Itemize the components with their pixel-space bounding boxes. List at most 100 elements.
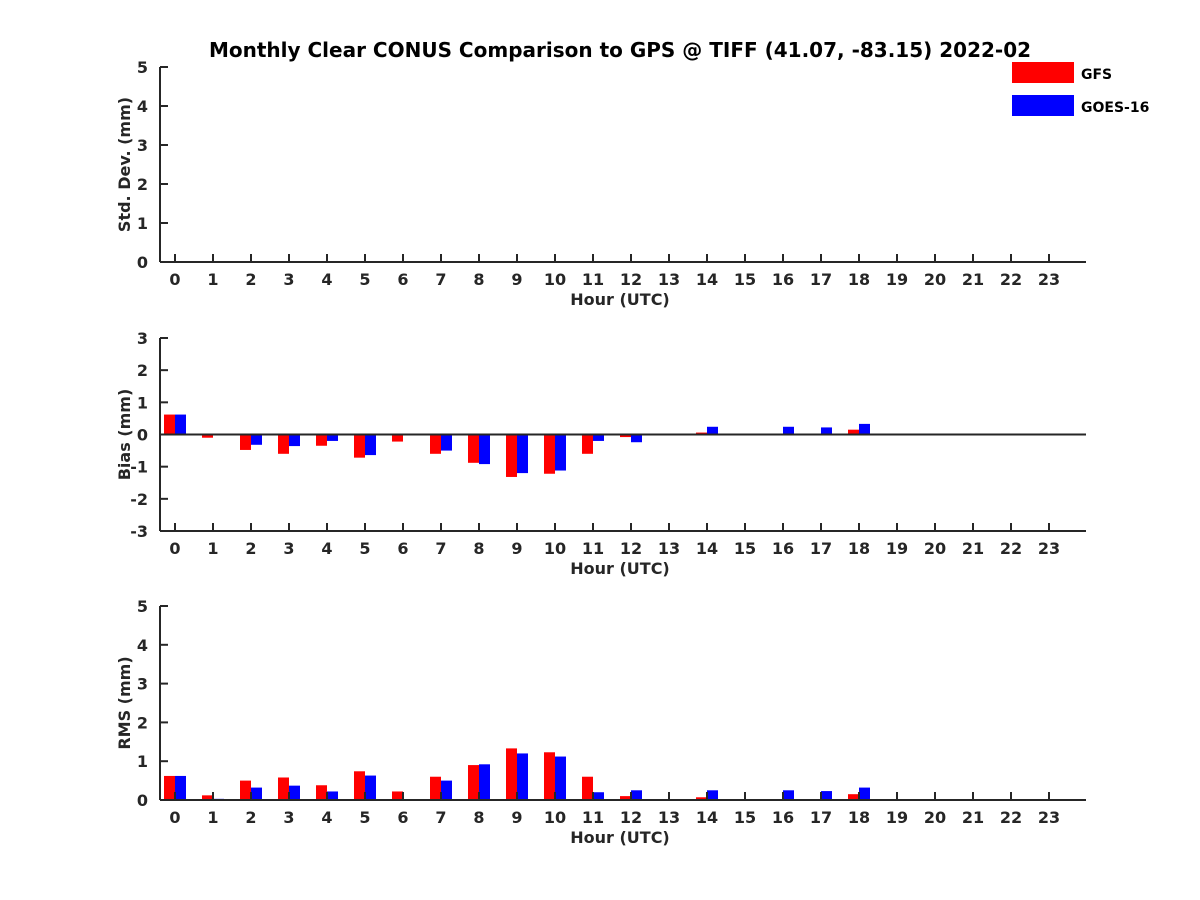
legend-swatch-goes16 bbox=[1012, 95, 1074, 116]
x-tick-label: 8 bbox=[473, 539, 484, 558]
bar-goes16-hour-11 bbox=[593, 792, 604, 800]
y-tick-label: 1 bbox=[137, 393, 148, 412]
bar-goes16-hour-9 bbox=[517, 434, 528, 474]
bar-gfs-hour-4 bbox=[316, 434, 327, 446]
bar-goes16-hour-16 bbox=[783, 426, 794, 435]
x-tick-label: 19 bbox=[886, 539, 908, 558]
y-tick-label: 0 bbox=[137, 426, 148, 445]
y-tick-label: 3 bbox=[137, 675, 148, 694]
bar-gfs-hour-10 bbox=[544, 752, 555, 800]
x-tick-label: 10 bbox=[544, 808, 566, 827]
y-tick-label: 0 bbox=[137, 253, 148, 272]
bar-gfs-hour-5 bbox=[354, 771, 365, 800]
legend: GFS GOES-16 bbox=[1012, 62, 1149, 116]
x-tick-label: 7 bbox=[435, 270, 446, 289]
x-tick-label: 5 bbox=[359, 270, 370, 289]
bar-gfs-hour-5 bbox=[354, 434, 365, 458]
x-tick-label: 3 bbox=[283, 270, 294, 289]
x-tick-label: 20 bbox=[924, 270, 946, 289]
x-tick-label: 4 bbox=[321, 539, 332, 558]
x-tick-label: 20 bbox=[924, 539, 946, 558]
y-axis-label: RMS (mm) bbox=[115, 656, 134, 749]
bar-goes16-hour-18 bbox=[859, 423, 870, 435]
x-tick-label: 11 bbox=[582, 808, 604, 827]
bar-gfs-hour-14 bbox=[696, 797, 707, 800]
x-tick-label: 10 bbox=[544, 270, 566, 289]
x-tick-label: 3 bbox=[283, 808, 294, 827]
bar-goes16-hour-5 bbox=[365, 775, 376, 800]
x-tick-label: 11 bbox=[582, 270, 604, 289]
x-tick-label: 1 bbox=[207, 539, 218, 558]
x-tick-label: 2 bbox=[245, 808, 256, 827]
bar-gfs-hour-12 bbox=[620, 434, 631, 438]
x-tick-label: 23 bbox=[1038, 270, 1060, 289]
bar-goes16-hour-7 bbox=[441, 434, 452, 451]
x-tick-label: 18 bbox=[848, 808, 870, 827]
x-tick-label: 4 bbox=[321, 808, 332, 827]
bar-gfs-hour-11 bbox=[582, 434, 593, 454]
bar-goes16-hour-4 bbox=[327, 434, 338, 441]
bar-gfs-hour-6 bbox=[392, 791, 403, 800]
bar-goes16-hour-18 bbox=[859, 787, 870, 800]
figure-title: Monthly Clear CONUS Comparison to GPS @ … bbox=[209, 38, 1031, 62]
bar-gfs-hour-1 bbox=[202, 795, 213, 800]
x-axis-label: Hour (UTC) bbox=[570, 559, 670, 578]
x-tick-label: 0 bbox=[169, 808, 180, 827]
bar-gfs-hour-6 bbox=[392, 434, 403, 442]
bar-goes16-hour-10 bbox=[555, 756, 566, 800]
x-tick-label: 22 bbox=[1000, 808, 1022, 827]
x-tick-label: 17 bbox=[810, 808, 832, 827]
y-tick-label: 2 bbox=[137, 361, 148, 380]
x-tick-label: 18 bbox=[848, 270, 870, 289]
bar-gfs-hour-7 bbox=[430, 434, 441, 454]
x-tick-label: 1 bbox=[207, 808, 218, 827]
x-tick-label: 15 bbox=[734, 539, 756, 558]
x-tick-label: 19 bbox=[886, 808, 908, 827]
x-tick-label: 10 bbox=[544, 539, 566, 558]
bar-goes16-hour-10 bbox=[555, 434, 566, 471]
bar-gfs-hour-11 bbox=[582, 776, 593, 800]
x-tick-label: 13 bbox=[658, 808, 680, 827]
bar-gfs-hour-0 bbox=[164, 775, 175, 800]
bar-goes16-hour-11 bbox=[593, 434, 604, 441]
bar-gfs-hour-8 bbox=[468, 434, 479, 463]
y-tick-label: 1 bbox=[137, 752, 148, 771]
x-tick-label: 16 bbox=[772, 539, 794, 558]
legend-label-gfs: GFS bbox=[1081, 67, 1112, 83]
y-tick-label: 3 bbox=[137, 329, 148, 348]
bar-goes16-hour-2 bbox=[251, 434, 262, 445]
bar-goes16-hour-8 bbox=[479, 434, 490, 465]
x-tick-label: 7 bbox=[435, 539, 446, 558]
y-tick-label: 2 bbox=[137, 175, 148, 194]
bar-goes16-hour-12 bbox=[631, 434, 642, 443]
x-tick-label: 0 bbox=[169, 539, 180, 558]
bar-gfs-hour-2 bbox=[240, 434, 251, 450]
x-tick-label: 20 bbox=[924, 808, 946, 827]
y-tick-label: -1 bbox=[130, 458, 148, 477]
bar-goes16-hour-17 bbox=[821, 427, 832, 435]
x-tick-label: 14 bbox=[696, 808, 718, 827]
bar-goes16-hour-8 bbox=[479, 764, 490, 800]
x-axis-label: Hour (UTC) bbox=[570, 290, 670, 309]
bar-gfs-hour-7 bbox=[430, 776, 441, 800]
bar-goes16-hour-9 bbox=[517, 753, 528, 800]
x-tick-label: 14 bbox=[696, 539, 718, 558]
bar-gfs-hour-8 bbox=[468, 765, 479, 800]
x-tick-label: 12 bbox=[620, 808, 642, 827]
x-tick-label: 9 bbox=[511, 808, 522, 827]
x-tick-label: 21 bbox=[962, 539, 984, 558]
x-tick-label: 14 bbox=[696, 270, 718, 289]
x-tick-label: 11 bbox=[582, 539, 604, 558]
y-tick-label: 0 bbox=[137, 791, 148, 810]
bar-goes16-hour-5 bbox=[365, 434, 376, 456]
x-tick-label: 12 bbox=[620, 539, 642, 558]
x-tick-label: 8 bbox=[473, 808, 484, 827]
y-axis-label: Std. Dev. (mm) bbox=[115, 97, 134, 232]
x-tick-label: 2 bbox=[245, 539, 256, 558]
x-tick-label: 9 bbox=[511, 539, 522, 558]
x-tick-label: 17 bbox=[810, 539, 832, 558]
bar-gfs-hour-3 bbox=[278, 434, 289, 454]
